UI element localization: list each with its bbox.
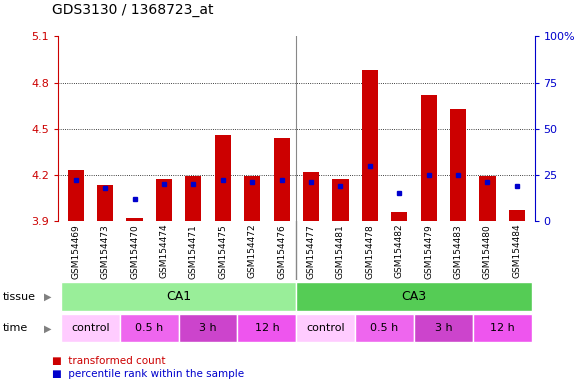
Bar xyxy=(215,135,231,221)
Bar xyxy=(156,179,172,221)
Bar xyxy=(67,170,84,221)
Text: GSM154471: GSM154471 xyxy=(189,224,198,278)
Text: GSM154480: GSM154480 xyxy=(483,224,492,278)
Text: GSM154472: GSM154472 xyxy=(248,224,257,278)
Bar xyxy=(296,314,355,342)
Bar xyxy=(185,176,202,221)
Text: GSM154476: GSM154476 xyxy=(277,224,286,278)
Bar xyxy=(479,176,496,221)
Bar xyxy=(97,185,113,221)
Bar xyxy=(127,218,143,221)
Bar xyxy=(61,314,120,342)
Bar xyxy=(473,314,532,342)
Text: 3 h: 3 h xyxy=(199,323,217,333)
Text: ▶: ▶ xyxy=(44,323,51,333)
Text: GDS3130 / 1368723_at: GDS3130 / 1368723_at xyxy=(52,3,214,17)
Text: CA3: CA3 xyxy=(401,290,426,303)
Text: GSM154475: GSM154475 xyxy=(218,224,227,278)
Text: CA1: CA1 xyxy=(166,290,191,303)
Text: time: time xyxy=(3,323,28,333)
Bar xyxy=(450,109,466,221)
Text: control: control xyxy=(306,323,345,333)
Text: GSM154481: GSM154481 xyxy=(336,224,345,278)
Bar xyxy=(509,210,525,221)
Text: GSM154484: GSM154484 xyxy=(512,224,521,278)
Text: 3 h: 3 h xyxy=(435,323,452,333)
Bar xyxy=(421,95,437,221)
Text: ▶: ▶ xyxy=(44,291,51,302)
Bar xyxy=(362,70,378,221)
Text: 12 h: 12 h xyxy=(490,323,515,333)
Text: 12 h: 12 h xyxy=(254,323,279,333)
Text: GSM154470: GSM154470 xyxy=(130,224,139,278)
Text: GSM154478: GSM154478 xyxy=(365,224,374,278)
Text: GSM154482: GSM154482 xyxy=(394,224,404,278)
Text: ■  percentile rank within the sample: ■ percentile rank within the sample xyxy=(52,369,245,379)
Bar xyxy=(414,314,473,342)
Text: ■  transformed count: ■ transformed count xyxy=(52,356,166,366)
Bar xyxy=(303,172,319,221)
Bar xyxy=(274,138,290,221)
Text: GSM154479: GSM154479 xyxy=(424,224,433,278)
Bar xyxy=(355,314,414,342)
Bar xyxy=(391,212,407,221)
Text: control: control xyxy=(71,323,110,333)
Bar xyxy=(179,314,238,342)
Text: tissue: tissue xyxy=(3,291,36,302)
Text: GSM154474: GSM154474 xyxy=(159,224,168,278)
Bar xyxy=(332,179,349,221)
Bar xyxy=(244,176,260,221)
Text: GSM154477: GSM154477 xyxy=(307,224,315,278)
Text: GSM154473: GSM154473 xyxy=(101,224,110,278)
Text: GSM154483: GSM154483 xyxy=(454,224,462,278)
Text: GSM154469: GSM154469 xyxy=(71,224,80,278)
Bar xyxy=(296,282,532,311)
Bar xyxy=(61,282,296,311)
Bar xyxy=(238,314,296,342)
Text: 0.5 h: 0.5 h xyxy=(135,323,163,333)
Bar xyxy=(120,314,179,342)
Text: 0.5 h: 0.5 h xyxy=(371,323,399,333)
